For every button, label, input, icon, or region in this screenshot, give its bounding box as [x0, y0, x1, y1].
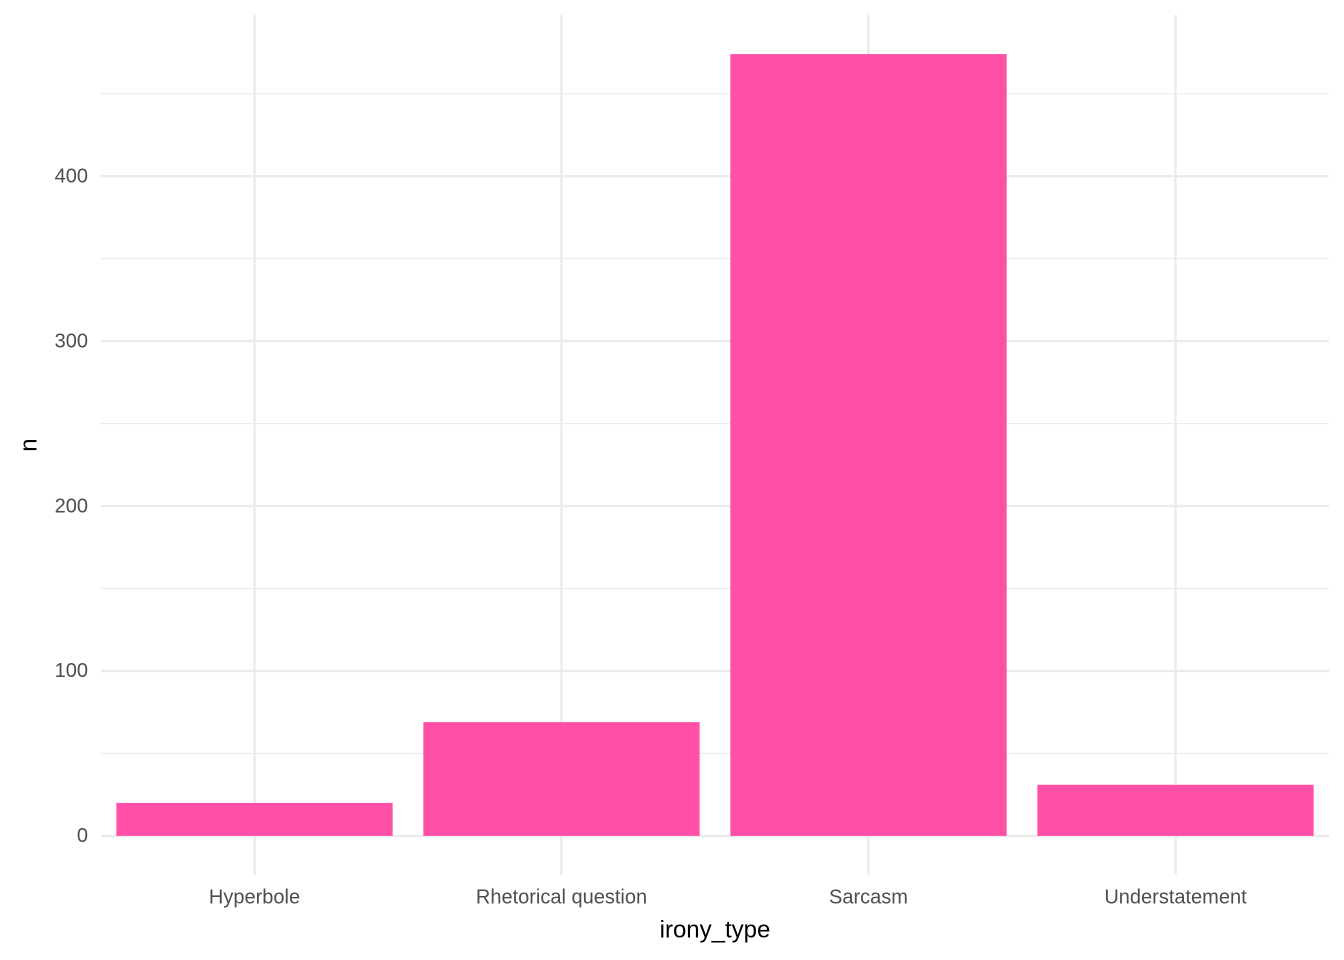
- bar: [116, 802, 393, 836]
- x-tick-label: Rhetorical question: [476, 886, 647, 908]
- y-tick-label: 100: [55, 660, 88, 682]
- bar: [730, 54, 1007, 836]
- y-tick-label: 200: [55, 495, 88, 517]
- bar: [1037, 784, 1314, 836]
- y-tick-label: 0: [77, 825, 88, 847]
- bar: [423, 722, 700, 836]
- x-tick-label: Understatement: [1104, 886, 1247, 908]
- x-tick-label: Sarcasm: [829, 886, 908, 908]
- x-tick-label: Hyperbole: [209, 886, 300, 908]
- x-axis-title: irony_type: [660, 916, 771, 943]
- y-tick-label: 300: [55, 330, 88, 352]
- y-tick-label: 400: [55, 165, 88, 187]
- y-axis-title: n: [15, 438, 42, 451]
